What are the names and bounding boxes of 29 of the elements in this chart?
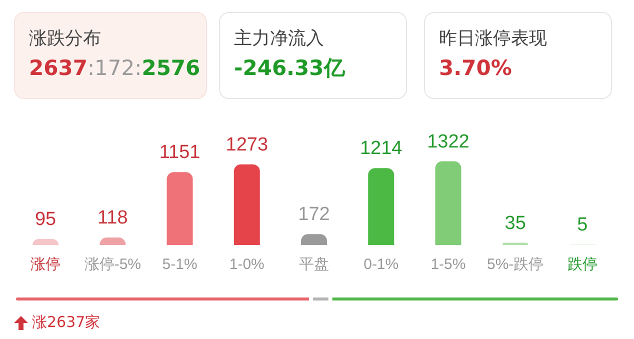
data-label: 1273	[226, 134, 268, 156]
data-label: 35	[504, 212, 526, 234]
bar	[435, 161, 462, 245]
x-tick-label: 涨停-5%	[84, 256, 142, 273]
text: -246.33亿	[234, 55, 346, 82]
data-label: 1151	[159, 142, 200, 164]
x-tick-label: 1-0%	[229, 256, 264, 273]
bar	[166, 172, 193, 245]
bar	[368, 168, 394, 245]
data-label: 95	[34, 208, 56, 230]
data-label: 118	[98, 208, 128, 229]
x-tick-label: 5-1%	[162, 256, 198, 273]
x-tick-label: 1-5%	[430, 256, 466, 273]
data-label: 1322	[427, 131, 470, 152]
x-tick-label: 0-1%	[364, 256, 399, 273]
text: 主力净流入	[234, 27, 325, 51]
data-label: 5	[577, 214, 588, 236]
text: 昨日涨停表现	[439, 27, 548, 51]
x-tick-label: 平盘	[299, 256, 329, 273]
text: 涨跌分布	[29, 27, 102, 51]
x-tick-label: 5%-跌停	[486, 256, 544, 273]
x-tick-label: 涨停	[30, 256, 61, 273]
text: 2637:172:2576	[29, 56, 200, 80]
data-label: 1214	[360, 138, 403, 160]
data-label: 172	[298, 204, 330, 226]
text: 3.70%	[439, 55, 513, 82]
x-tick-label: 跌停	[567, 256, 598, 273]
text: 涨2637家	[32, 312, 100, 332]
bar	[234, 164, 260, 245]
